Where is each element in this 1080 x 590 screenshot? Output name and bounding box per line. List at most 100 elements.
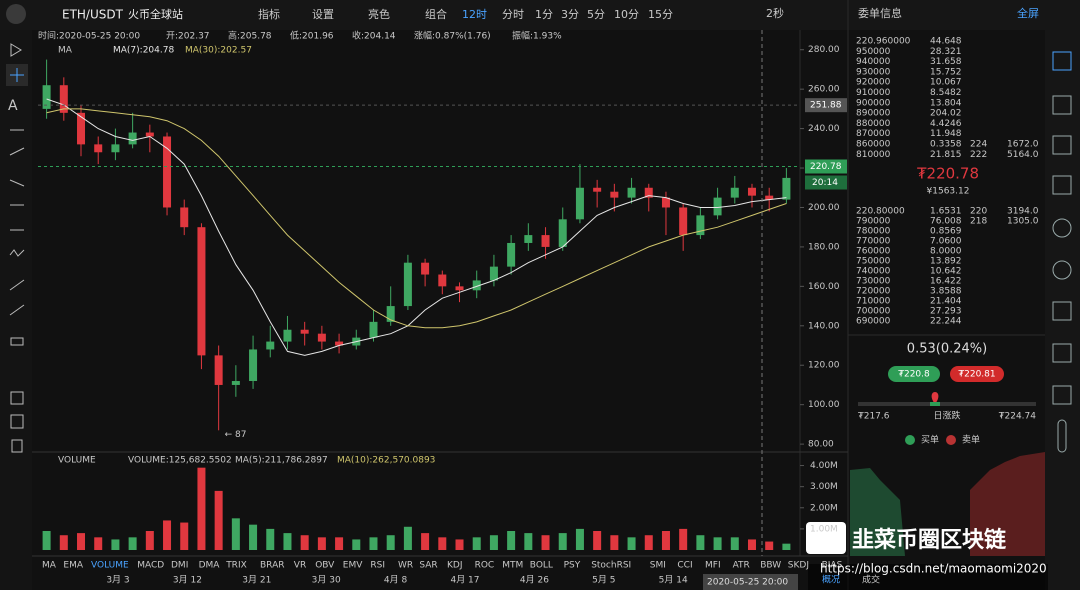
volume-bar xyxy=(283,533,292,550)
volume-legend: MA(10):262,570.0893 xyxy=(337,456,435,466)
side-icon xyxy=(1052,260,1072,280)
book-cell: 10.642 xyxy=(930,267,962,277)
indicator-tab[interactable]: SMI xyxy=(650,561,666,571)
volume-bar xyxy=(541,535,550,550)
candle-body xyxy=(730,187,739,198)
interval[interactable]: 10分 xyxy=(614,8,639,21)
book-cell: 76.008 xyxy=(930,217,962,227)
volume-bar xyxy=(42,531,51,550)
indicator-tab[interactable]: WR xyxy=(398,561,413,571)
indicator-tab[interactable]: BIAS xyxy=(822,561,843,571)
x-tick-label: 4月 17 xyxy=(450,575,479,586)
indicator-tab[interactable]: CCI xyxy=(677,561,692,571)
indicator-tab[interactable]: ATR xyxy=(733,561,750,571)
watermark-bg xyxy=(808,564,1048,590)
book-cell: 860000 xyxy=(856,140,891,150)
volume-bar xyxy=(421,533,430,550)
indicator-tab[interactable]: SAR xyxy=(419,561,437,571)
footer-tab[interactable]: 概况 xyxy=(822,574,840,586)
candle-body xyxy=(610,191,619,198)
fullscreen[interactable]: 全屏 xyxy=(1017,6,1039,20)
indicator-tab[interactable]: PSY xyxy=(564,561,581,571)
watermark-logo xyxy=(806,522,846,554)
indicator-tab[interactable]: BOLL xyxy=(530,561,553,571)
candle-body xyxy=(696,215,705,236)
info-text: 振幅:1.93% xyxy=(512,30,562,42)
book-cell: 870000 xyxy=(856,129,891,139)
volume-bar xyxy=(627,537,636,550)
interval[interactable]: 分时 xyxy=(502,8,524,21)
indicator-tab[interactable]: DMA xyxy=(199,561,221,571)
indicator-tab[interactable]: TRIX xyxy=(225,561,247,571)
y-tick-label: 1.00M xyxy=(810,524,838,534)
menu-item[interactable]: 组合 xyxy=(425,7,447,21)
indicator-tab[interactable]: MACD xyxy=(137,561,164,571)
candle-body xyxy=(782,177,791,200)
indicator-tab[interactable]: MFI xyxy=(705,561,721,571)
book-cell: 220 xyxy=(970,207,987,217)
interval[interactable]: 3分 xyxy=(561,8,579,21)
volume-bar xyxy=(730,537,739,550)
y-tick-label: 180.00 xyxy=(808,242,840,252)
tool-icon: A xyxy=(8,98,18,114)
price-pin xyxy=(931,392,939,404)
interval[interactable]: 15分 xyxy=(648,8,673,21)
x-tick-label: 3月 12 xyxy=(173,575,202,586)
indicator-tab[interactable]: BBW xyxy=(760,561,781,571)
candle-body xyxy=(472,280,481,291)
indicator-tab[interactable]: MA xyxy=(42,561,57,571)
indicator-tab[interactable]: BRAR xyxy=(260,561,284,571)
y-tick-label: 120.00 xyxy=(808,361,840,371)
book-cell: 690000 xyxy=(856,317,891,327)
interval[interactable]: 5分 xyxy=(587,8,605,21)
volume-bar xyxy=(335,537,344,550)
volume-bar xyxy=(59,535,68,550)
menu-item[interactable]: 指标 xyxy=(258,7,280,21)
volume-bar xyxy=(575,528,584,550)
menu-item[interactable]: 亮色 xyxy=(368,7,390,21)
indicator-tab[interactable]: VOLUME xyxy=(91,561,129,571)
book-cell: 740000 xyxy=(856,267,891,277)
indicator-tab[interactable]: VR xyxy=(294,561,306,571)
indicator-tab[interactable]: MTM xyxy=(502,561,523,571)
volume-bar xyxy=(713,537,722,550)
indicator-tab[interactable]: KDJ xyxy=(447,561,463,571)
volume-bar xyxy=(386,535,395,550)
x-tick-label: 3月 3 xyxy=(106,575,129,586)
footer-tab[interactable]: 成交 xyxy=(862,574,880,586)
indicator-tab[interactable]: StochRSI xyxy=(591,561,631,571)
volume-bar xyxy=(489,535,498,550)
interval[interactable]: 12时 xyxy=(462,8,487,21)
book-cell: 890000 xyxy=(856,109,891,119)
book-cell: 224 xyxy=(970,140,987,150)
volume-bar xyxy=(180,522,189,550)
indicator-tab[interactable]: RSI xyxy=(370,561,385,571)
indicator-tab[interactable]: EMV xyxy=(343,561,363,571)
indicator-tab[interactable]: SKDJ xyxy=(788,561,809,571)
indicator-tab[interactable]: ROC xyxy=(475,561,495,571)
x-tick-label: 5月 5 xyxy=(592,575,615,586)
menu-item[interactable]: 设置 xyxy=(312,8,334,21)
book-cell: 780000 xyxy=(856,227,891,237)
book-cell: 22.244 xyxy=(930,317,962,327)
ma-line xyxy=(46,108,787,329)
buy-button[interactable] xyxy=(888,366,940,382)
date-cursor xyxy=(703,574,798,590)
book-cell: 218 xyxy=(970,217,987,227)
volume-bar xyxy=(472,537,481,550)
interval[interactable]: 1分 xyxy=(535,8,553,21)
depth-asks xyxy=(970,452,1045,556)
indicator-tab[interactable]: OBV xyxy=(315,561,335,571)
low-annotation: ← 87 xyxy=(225,430,247,440)
book-cell: 810000 xyxy=(856,150,891,160)
top-bar xyxy=(0,0,1080,30)
side-icon xyxy=(1052,95,1072,115)
candle-body xyxy=(455,286,464,291)
buy-price: ₮220.8 xyxy=(898,370,930,380)
info-text: 收:204.14 xyxy=(352,30,396,42)
volume-bar xyxy=(455,539,464,550)
sell-button[interactable] xyxy=(950,366,1004,382)
indicator-tab[interactable]: DMI xyxy=(171,561,188,571)
indicator-tab[interactable]: EMA xyxy=(63,561,83,571)
